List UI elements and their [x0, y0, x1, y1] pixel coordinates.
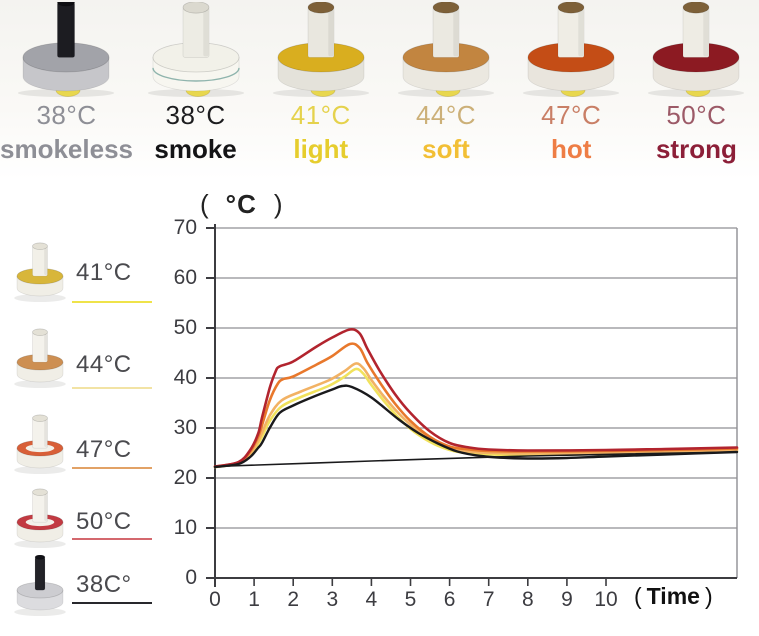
product-card-light: 41°C light	[258, 0, 383, 180]
x-tick-label-3: 3	[326, 588, 339, 611]
x-axis-title-close-paren: )	[704, 583, 713, 609]
product-temp-label: 38°C	[165, 100, 226, 130]
x-tick-label-0: 0	[209, 588, 221, 611]
product-photo	[262, 0, 380, 98]
series-line-47-c-hot	[213, 342, 739, 468]
y-tick-label-60: 60	[173, 266, 197, 289]
product-card-smoke: 38°C smoke	[133, 0, 258, 180]
x-tick-label-9: 9	[561, 588, 573, 611]
product-photo	[137, 0, 255, 98]
legend-label-47°C: 47°C	[76, 436, 132, 463]
legend-line-swatch-41°C	[72, 301, 152, 303]
moxa-cone-photo-icon	[147, 2, 244, 97]
series-line-44-c-soft	[213, 362, 739, 469]
x-tick-label-7: 7	[482, 588, 495, 611]
y-axis-title-text: °C	[225, 189, 257, 219]
x-tick-label-10: 10	[594, 588, 618, 611]
x-tick-label-8: 8	[521, 588, 534, 611]
moxa-cone-photo-icon	[523, 2, 620, 97]
series-line-50-c-strong	[213, 328, 739, 468]
legend-photo-50°C	[10, 487, 70, 554]
product-name-label: strong	[655, 134, 737, 164]
x-tick-label-6: 6	[443, 588, 456, 611]
product-temp-label: 47°C	[541, 100, 602, 130]
moxa-cone-photo-icon	[397, 2, 495, 97]
product-card-soft: 44°C soft	[383, 0, 508, 180]
legend-line-swatch-38C°	[72, 602, 152, 604]
product-photo	[7, 0, 125, 98]
y-tick-label-70: 70	[173, 216, 197, 239]
chart-canvas	[206, 224, 739, 587]
legend-moxa-cone-icon	[14, 488, 66, 548]
product-temp-label: 44°C	[415, 100, 477, 130]
product-photo	[637, 0, 755, 98]
series-line-38c-smoke	[213, 384, 739, 469]
series-line-41-c-light	[213, 367, 739, 469]
product-name-label: soft	[422, 134, 470, 164]
product-temp-label: 50°C	[666, 100, 727, 130]
y-axis-title: ( °C )	[200, 189, 283, 220]
product-name-label: smokeless	[0, 134, 133, 164]
legend-moxa-cone-icon	[14, 242, 66, 302]
legend-moxa-cone-icon	[14, 414, 66, 474]
x-axis-title-text: Time	[646, 583, 700, 609]
x-axis-title: ( Time )	[634, 583, 713, 610]
product-temp-label: 41°C	[290, 100, 351, 130]
x-tick-label-1: 1	[248, 588, 260, 611]
legend-line-swatch-50°C	[72, 538, 152, 540]
product-temp-label: 38°C	[36, 100, 97, 130]
plot-area	[195, 215, 759, 605]
legend-label-50°C: 50°C	[76, 508, 132, 535]
product-photo	[387, 0, 505, 98]
legend-label-44°C: 44°C	[76, 351, 132, 378]
product-name-label: hot	[550, 134, 592, 164]
moxa-cone-photo-icon	[18, 2, 115, 97]
legend-line-swatch-47°C	[72, 467, 152, 469]
x-axis-title-open-paren: (	[634, 583, 642, 609]
y-axis-title-close-paren: )	[273, 189, 283, 219]
product-name-label: smoke	[154, 134, 237, 164]
x-tick-label-2: 2	[287, 588, 300, 611]
product-photo	[512, 0, 630, 98]
y-tick-label-0: 0	[185, 566, 197, 589]
legend-line-swatch-44°C	[72, 387, 152, 389]
x-tick-label-5: 5	[404, 588, 417, 611]
product-card-strong: 50°C strong	[634, 0, 759, 180]
y-tick-label-20: 20	[173, 466, 197, 489]
legend-label-41°C: 41°C	[76, 259, 132, 286]
legend-moxa-cone-icon	[14, 554, 66, 616]
legend-moxa-cone-icon	[14, 328, 66, 388]
y-tick-label-10: 10	[173, 516, 197, 539]
moxa-cone-photo-icon	[272, 2, 369, 97]
y-tick-label-30: 30	[173, 416, 197, 439]
chart-legend: 41°C 44°C 47°C 50°C 38C°	[0, 230, 175, 630]
series-line-baseline	[214, 451, 738, 468]
y-axis-title-open-paren: (	[200, 189, 209, 219]
legend-photo-38C°	[10, 554, 70, 622]
x-tick-label-4: 4	[365, 588, 378, 611]
legend-photo-44°C	[10, 327, 70, 394]
legend-label-38C°: 38C°	[76, 571, 132, 598]
product-card-smokeless: 38°C smokeless	[0, 0, 133, 180]
product-strip: 38°C smokeless 38°C smoke 41°C light 44°C soft 4…	[0, 0, 759, 180]
legend-photo-41°C	[10, 241, 70, 308]
product-card-hot: 47°C hot	[509, 0, 634, 180]
legend-photo-47°C	[10, 413, 70, 480]
y-tick-label-50: 50	[173, 316, 197, 339]
moxa-cone-photo-icon	[648, 2, 745, 97]
y-tick-label-40: 40	[173, 366, 197, 389]
product-name-label: light	[293, 134, 349, 164]
